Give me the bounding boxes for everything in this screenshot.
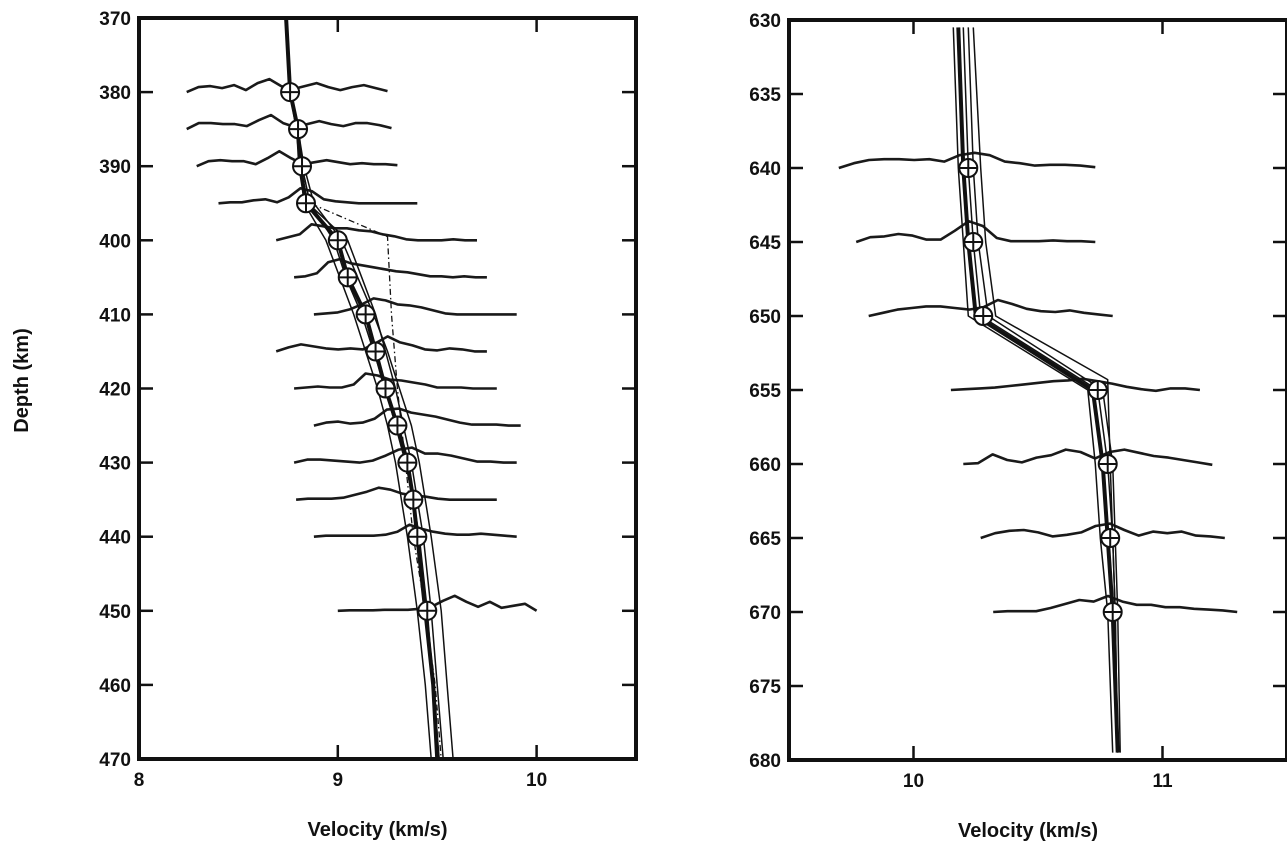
y-tick-label: 630 bbox=[749, 11, 781, 32]
waveform-trace-660 bbox=[963, 448, 1213, 467]
velocity-marker-420 bbox=[375, 378, 396, 399]
x-tick-label: 10 bbox=[903, 771, 924, 792]
y-tick-label: 440 bbox=[99, 528, 131, 549]
x-axis-title: Velocity (km/s) bbox=[958, 820, 1098, 842]
y-tick-label: 650 bbox=[749, 307, 781, 328]
waveform-trace-665 bbox=[980, 522, 1225, 540]
y-tick-label: 655 bbox=[749, 381, 781, 402]
velocity-marker-380 bbox=[280, 82, 301, 103]
velocity-marker-655 bbox=[1087, 380, 1108, 400]
y-tick-label: 635 bbox=[749, 85, 781, 106]
velocity-marker-425 bbox=[387, 415, 408, 436]
y-tick-label: 470 bbox=[99, 750, 131, 771]
y-tick-label: 410 bbox=[99, 305, 131, 326]
waveform-trace-450 bbox=[337, 594, 538, 613]
y-axis-title: Depth (km) bbox=[11, 328, 33, 432]
velocity-model-line-5 bbox=[285, 17, 444, 760]
y-tick-label: 430 bbox=[99, 454, 131, 475]
x-tick-label: 10 bbox=[526, 770, 547, 791]
waveform-trace-410 bbox=[313, 297, 517, 316]
velocity-marker-645 bbox=[963, 232, 984, 252]
waveform-trace-405 bbox=[293, 258, 487, 279]
waveform-trace-435 bbox=[295, 486, 497, 501]
waveform-trace-645 bbox=[855, 219, 1096, 244]
velocity-marker-650 bbox=[973, 306, 994, 326]
y-tick-label: 370 bbox=[99, 9, 131, 30]
velocity-marker-400 bbox=[327, 230, 348, 251]
y-tick-label: 645 bbox=[749, 233, 781, 254]
chart-panel-2: 630 635 640 645 650 655 660 665 670 675 680 10 11 Vel… bbox=[749, 11, 1287, 842]
waveform-trace-420 bbox=[293, 372, 497, 390]
y-tick-label: 670 bbox=[749, 603, 781, 624]
x-tick-label: 9 bbox=[333, 770, 344, 791]
y-tick-label: 450 bbox=[99, 602, 131, 623]
y-tick-label: 660 bbox=[749, 455, 781, 476]
velocity-marker-640 bbox=[958, 158, 979, 178]
velocity-marker-430 bbox=[397, 452, 418, 473]
y-tick-label: 675 bbox=[749, 677, 781, 698]
velocity-marker-660 bbox=[1097, 454, 1118, 474]
velocity-marker-390 bbox=[292, 156, 313, 177]
waveform-trace-395 bbox=[218, 187, 418, 205]
velocity-marker-385 bbox=[288, 119, 309, 140]
velocity-marker-435 bbox=[403, 489, 424, 510]
velocity-marker-665 bbox=[1100, 528, 1121, 548]
waveform-trace-640 bbox=[838, 151, 1096, 170]
y-tick-label: 390 bbox=[99, 157, 131, 178]
velocity-model-line-3 bbox=[285, 17, 454, 760]
x-axis-title: Velocity (km/s) bbox=[307, 819, 447, 841]
velocity-marker-415 bbox=[365, 341, 386, 362]
y-tick-label: 640 bbox=[749, 159, 781, 180]
y-tick-label: 400 bbox=[99, 231, 131, 252]
y-tick-label: 665 bbox=[749, 529, 781, 550]
y-tick-label: 680 bbox=[749, 751, 781, 772]
waveform-trace-415 bbox=[275, 335, 487, 353]
velocity-model-line-5 bbox=[972, 27, 1119, 753]
x-tick-label: 8 bbox=[134, 770, 145, 791]
velocity-marker-450 bbox=[417, 600, 438, 621]
y-tick-label: 460 bbox=[99, 676, 131, 697]
velocity-marker-405 bbox=[337, 267, 358, 288]
waveform-trace-400 bbox=[275, 223, 477, 242]
y-tick-label: 420 bbox=[99, 380, 131, 401]
velocity-marker-670 bbox=[1102, 602, 1123, 622]
waveform-trace-650 bbox=[868, 298, 1113, 318]
y-tick-label: 380 bbox=[99, 83, 131, 104]
velocity-marker-440 bbox=[407, 526, 428, 547]
x-tick-label: 11 bbox=[1152, 771, 1173, 792]
plot-frame bbox=[787, 18, 1287, 762]
waveform-trace-425 bbox=[313, 407, 521, 427]
velocity-marker-395 bbox=[295, 193, 316, 214]
velocity-marker-410 bbox=[355, 304, 376, 325]
